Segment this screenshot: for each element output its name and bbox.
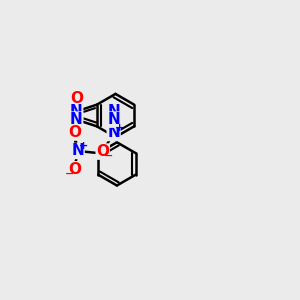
Text: −: − <box>65 169 74 179</box>
Text: N: N <box>107 104 120 119</box>
Text: +: + <box>79 141 88 151</box>
Text: N: N <box>70 104 83 119</box>
Text: N: N <box>107 112 120 127</box>
Text: O: O <box>68 125 81 140</box>
Text: N: N <box>71 143 84 158</box>
Text: O: O <box>70 91 83 106</box>
Text: N: N <box>107 125 120 140</box>
Text: +: + <box>115 123 124 133</box>
Text: O: O <box>68 162 81 177</box>
Text: −: − <box>103 151 113 161</box>
Text: N: N <box>70 112 83 127</box>
Text: O: O <box>96 144 109 159</box>
